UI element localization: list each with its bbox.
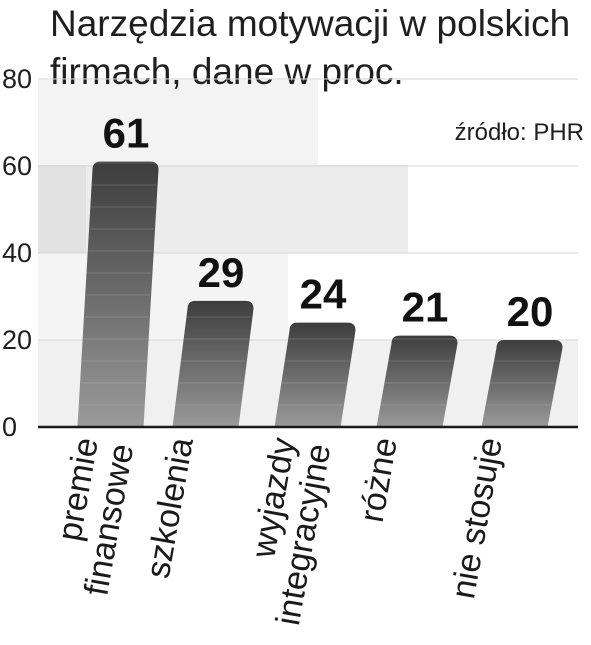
- bar: [274, 322, 356, 427]
- chart-source: źródło: PHR: [455, 119, 584, 146]
- y-tick-label: 0: [2, 412, 17, 442]
- value-label: 29: [198, 249, 245, 296]
- y-axis-ticks: 0 20 40 60 80: [2, 64, 32, 442]
- y-tick-label: 40: [2, 238, 32, 268]
- bar: [77, 161, 159, 427]
- value-labels: 61 29 24 21 20: [103, 110, 554, 335]
- category-label: różne: [353, 435, 405, 525]
- category-label-line: szkolenia: [139, 435, 201, 581]
- category-label-line: nie stosuje: [444, 435, 510, 602]
- bar: [172, 300, 254, 427]
- value-label: 24: [300, 271, 347, 318]
- value-label: 21: [402, 284, 449, 331]
- chart-title-line-2: firmach, dane w proc.: [50, 51, 404, 92]
- y-tick-label: 20: [2, 325, 32, 355]
- bar: [481, 340, 563, 427]
- y-tick-label: 60: [2, 151, 32, 181]
- category-label-line: różne: [353, 435, 405, 525]
- chart-title-line-1: Narzędzia motywacji w polskich: [50, 3, 570, 44]
- category-label: nie stosuje: [444, 435, 510, 602]
- value-label: 20: [507, 288, 554, 335]
- y-tick-label: 80: [2, 64, 32, 94]
- bars: [77, 161, 563, 427]
- bar: [376, 335, 458, 427]
- category-label: szkolenia: [139, 435, 201, 581]
- value-label: 61: [103, 110, 150, 157]
